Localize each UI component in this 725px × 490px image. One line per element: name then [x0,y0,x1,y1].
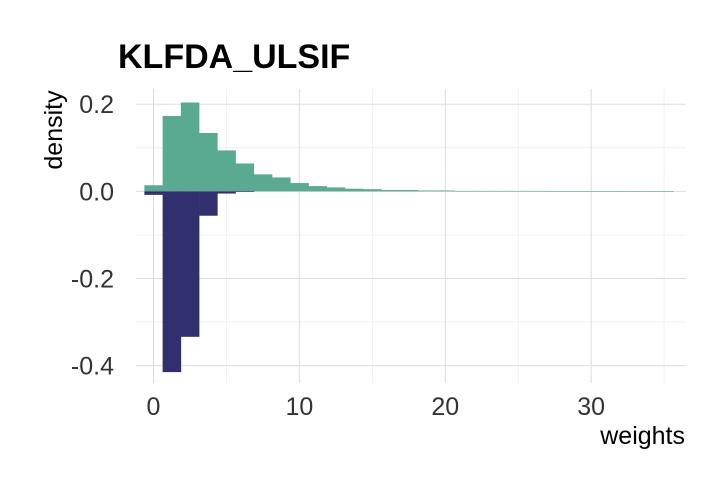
y-tick-label: -0.4 [71,353,114,381]
positive-histogram-bar [490,190,510,192]
positive-histogram-bar [527,190,546,192]
positive-histogram-bar [272,177,291,192]
positive-histogram-bar [654,191,674,192]
y-tick-label: 0.2 [79,91,114,119]
positive-histogram-bar [636,191,656,192]
positive-histogram-bar [199,132,218,192]
negative-histogram-bar [217,191,236,194]
positive-histogram-bar [144,185,163,192]
positive-histogram-bar [253,174,273,192]
y-axis-title: density [40,90,68,170]
positive-histogram-bar [162,116,182,192]
positive-histogram-bar [417,190,437,192]
positive-histogram-bar [217,150,236,192]
positive-histogram-bar [436,190,455,192]
positive-histogram-bar [472,190,492,192]
positive-histogram-bar [545,191,565,192]
positive-histogram-bar [582,191,601,192]
positive-histogram-bar [600,191,619,192]
positive-histogram-bar [381,190,400,192]
negative-histogram-bar [199,191,218,216]
positive-histogram-bar [509,190,528,192]
x-tick-label: 0 [147,393,161,421]
positive-histogram-bar [308,186,328,192]
positive-histogram-bar [344,188,364,192]
grid [136,89,686,383]
positive-histogram-bar [563,191,583,192]
y-tick-label: 0.0 [79,178,114,206]
positive-histogram-bar [235,163,255,192]
x-axis-title: weights [599,422,685,450]
positive-histogram-bar [454,190,473,192]
negative-histogram-bar [144,191,163,195]
x-tick-label: 10 [285,393,313,421]
bars [144,102,674,373]
positive-histogram-bar [618,191,638,192]
positive-histogram-bar [326,187,346,192]
negative-histogram-bar [235,191,255,192]
negative-histogram-bar [180,191,200,337]
positive-histogram-bar [399,190,419,192]
positive-histogram-bar [290,183,309,192]
tick-labels: 0 10 20 30 0.2 0.0 -0.2 -0.4 [71,91,605,421]
positive-histogram-bar [363,189,382,192]
x-tick-label: 20 [431,393,459,421]
y-tick-label: -0.2 [71,265,114,293]
positive-histogram-bar [180,102,200,192]
chart-title: KLFDA_ULSIF [118,38,350,76]
negative-histogram-bar [162,191,182,373]
x-tick-label: 30 [577,393,605,421]
